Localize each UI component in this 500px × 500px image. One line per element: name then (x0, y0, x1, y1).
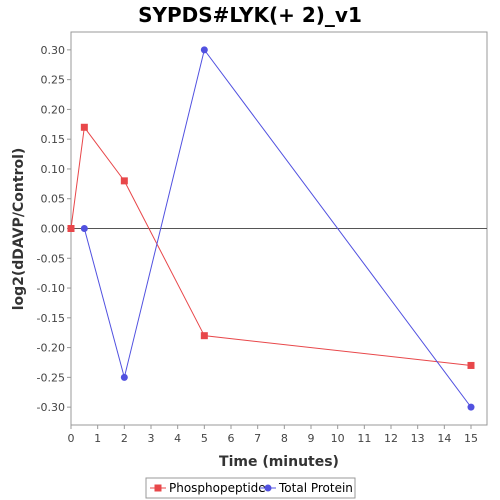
y-tick-label: 0.10 (41, 163, 66, 176)
y-tick-label: 0.05 (41, 193, 66, 206)
y-tick-label: 0.20 (41, 103, 66, 116)
data-point (200, 332, 208, 340)
y-tick-label: -0.10 (37, 282, 65, 295)
data-point (467, 361, 475, 369)
x-tick-label: 6 (228, 432, 235, 445)
y-tick-label: 0.30 (41, 44, 66, 57)
y-axis-label: log2(dDAVP/Control) (11, 148, 27, 311)
x-tick-label: 0 (68, 432, 75, 445)
legend-box (145, 477, 356, 499)
data-point (80, 123, 88, 131)
series-0 (67, 123, 475, 369)
legend-marker (264, 484, 272, 492)
y-tick-label: 0.25 (41, 74, 66, 87)
x-tick-label: 15 (464, 432, 478, 445)
series-group (67, 46, 475, 411)
x-axis-label: Time (minutes) (219, 454, 339, 470)
y-tick-label: -0.30 (37, 401, 65, 414)
x-tick-label: 5 (201, 432, 208, 445)
y-tick-label: 0.15 (41, 133, 66, 146)
data-point (467, 403, 475, 411)
y-tick-label: -0.25 (37, 371, 65, 384)
data-point (120, 177, 128, 185)
legend-label: Total Protein (278, 481, 353, 495)
chart-title: SYPDS#LYK(+ 2)_v1 (138, 3, 362, 27)
series-line (83, 48, 472, 408)
legend-item: Phosphopeptide (150, 481, 266, 495)
data-point (120, 373, 128, 381)
y-tick-label: -0.20 (37, 342, 65, 355)
x-tick-label: 2 (121, 432, 128, 445)
x-tick-label: 12 (384, 432, 398, 445)
legend: Phosphopeptide Total Protein (145, 477, 356, 499)
y-tick-label: 0.00 (41, 223, 66, 236)
x-tick-label: 3 (148, 432, 155, 445)
data-point (80, 225, 88, 232)
x-tick-label: 1 (94, 432, 101, 445)
x-tick-label: 13 (411, 432, 425, 445)
x-tick-label: 8 (281, 432, 288, 445)
x-axis: 0 1 2 3 4 5 6 7 8 9 10 11 12 13 14 15 (68, 425, 478, 445)
legend-marker (154, 484, 162, 492)
x-tick-label: 10 (331, 432, 345, 445)
x-tick-label: 9 (308, 432, 315, 445)
y-tick-label: -0.05 (37, 252, 65, 265)
x-tick-label: 14 (437, 432, 451, 445)
y-tick-label: -0.15 (37, 312, 65, 325)
data-point (67, 225, 75, 232)
x-tick-label: 11 (357, 432, 371, 445)
x-tick-label: 7 (254, 432, 261, 445)
legend-label: Phosphopeptide (169, 481, 266, 495)
legend-item: Total Protein (260, 481, 353, 495)
y-axis: 0.30 0.25 0.20 0.15 0.10 0.05 0.00 -0.05 -0.10 -0… (37, 44, 71, 414)
series-1 (80, 46, 475, 411)
data-point (200, 46, 208, 54)
x-tick-label: 4 (174, 432, 181, 445)
